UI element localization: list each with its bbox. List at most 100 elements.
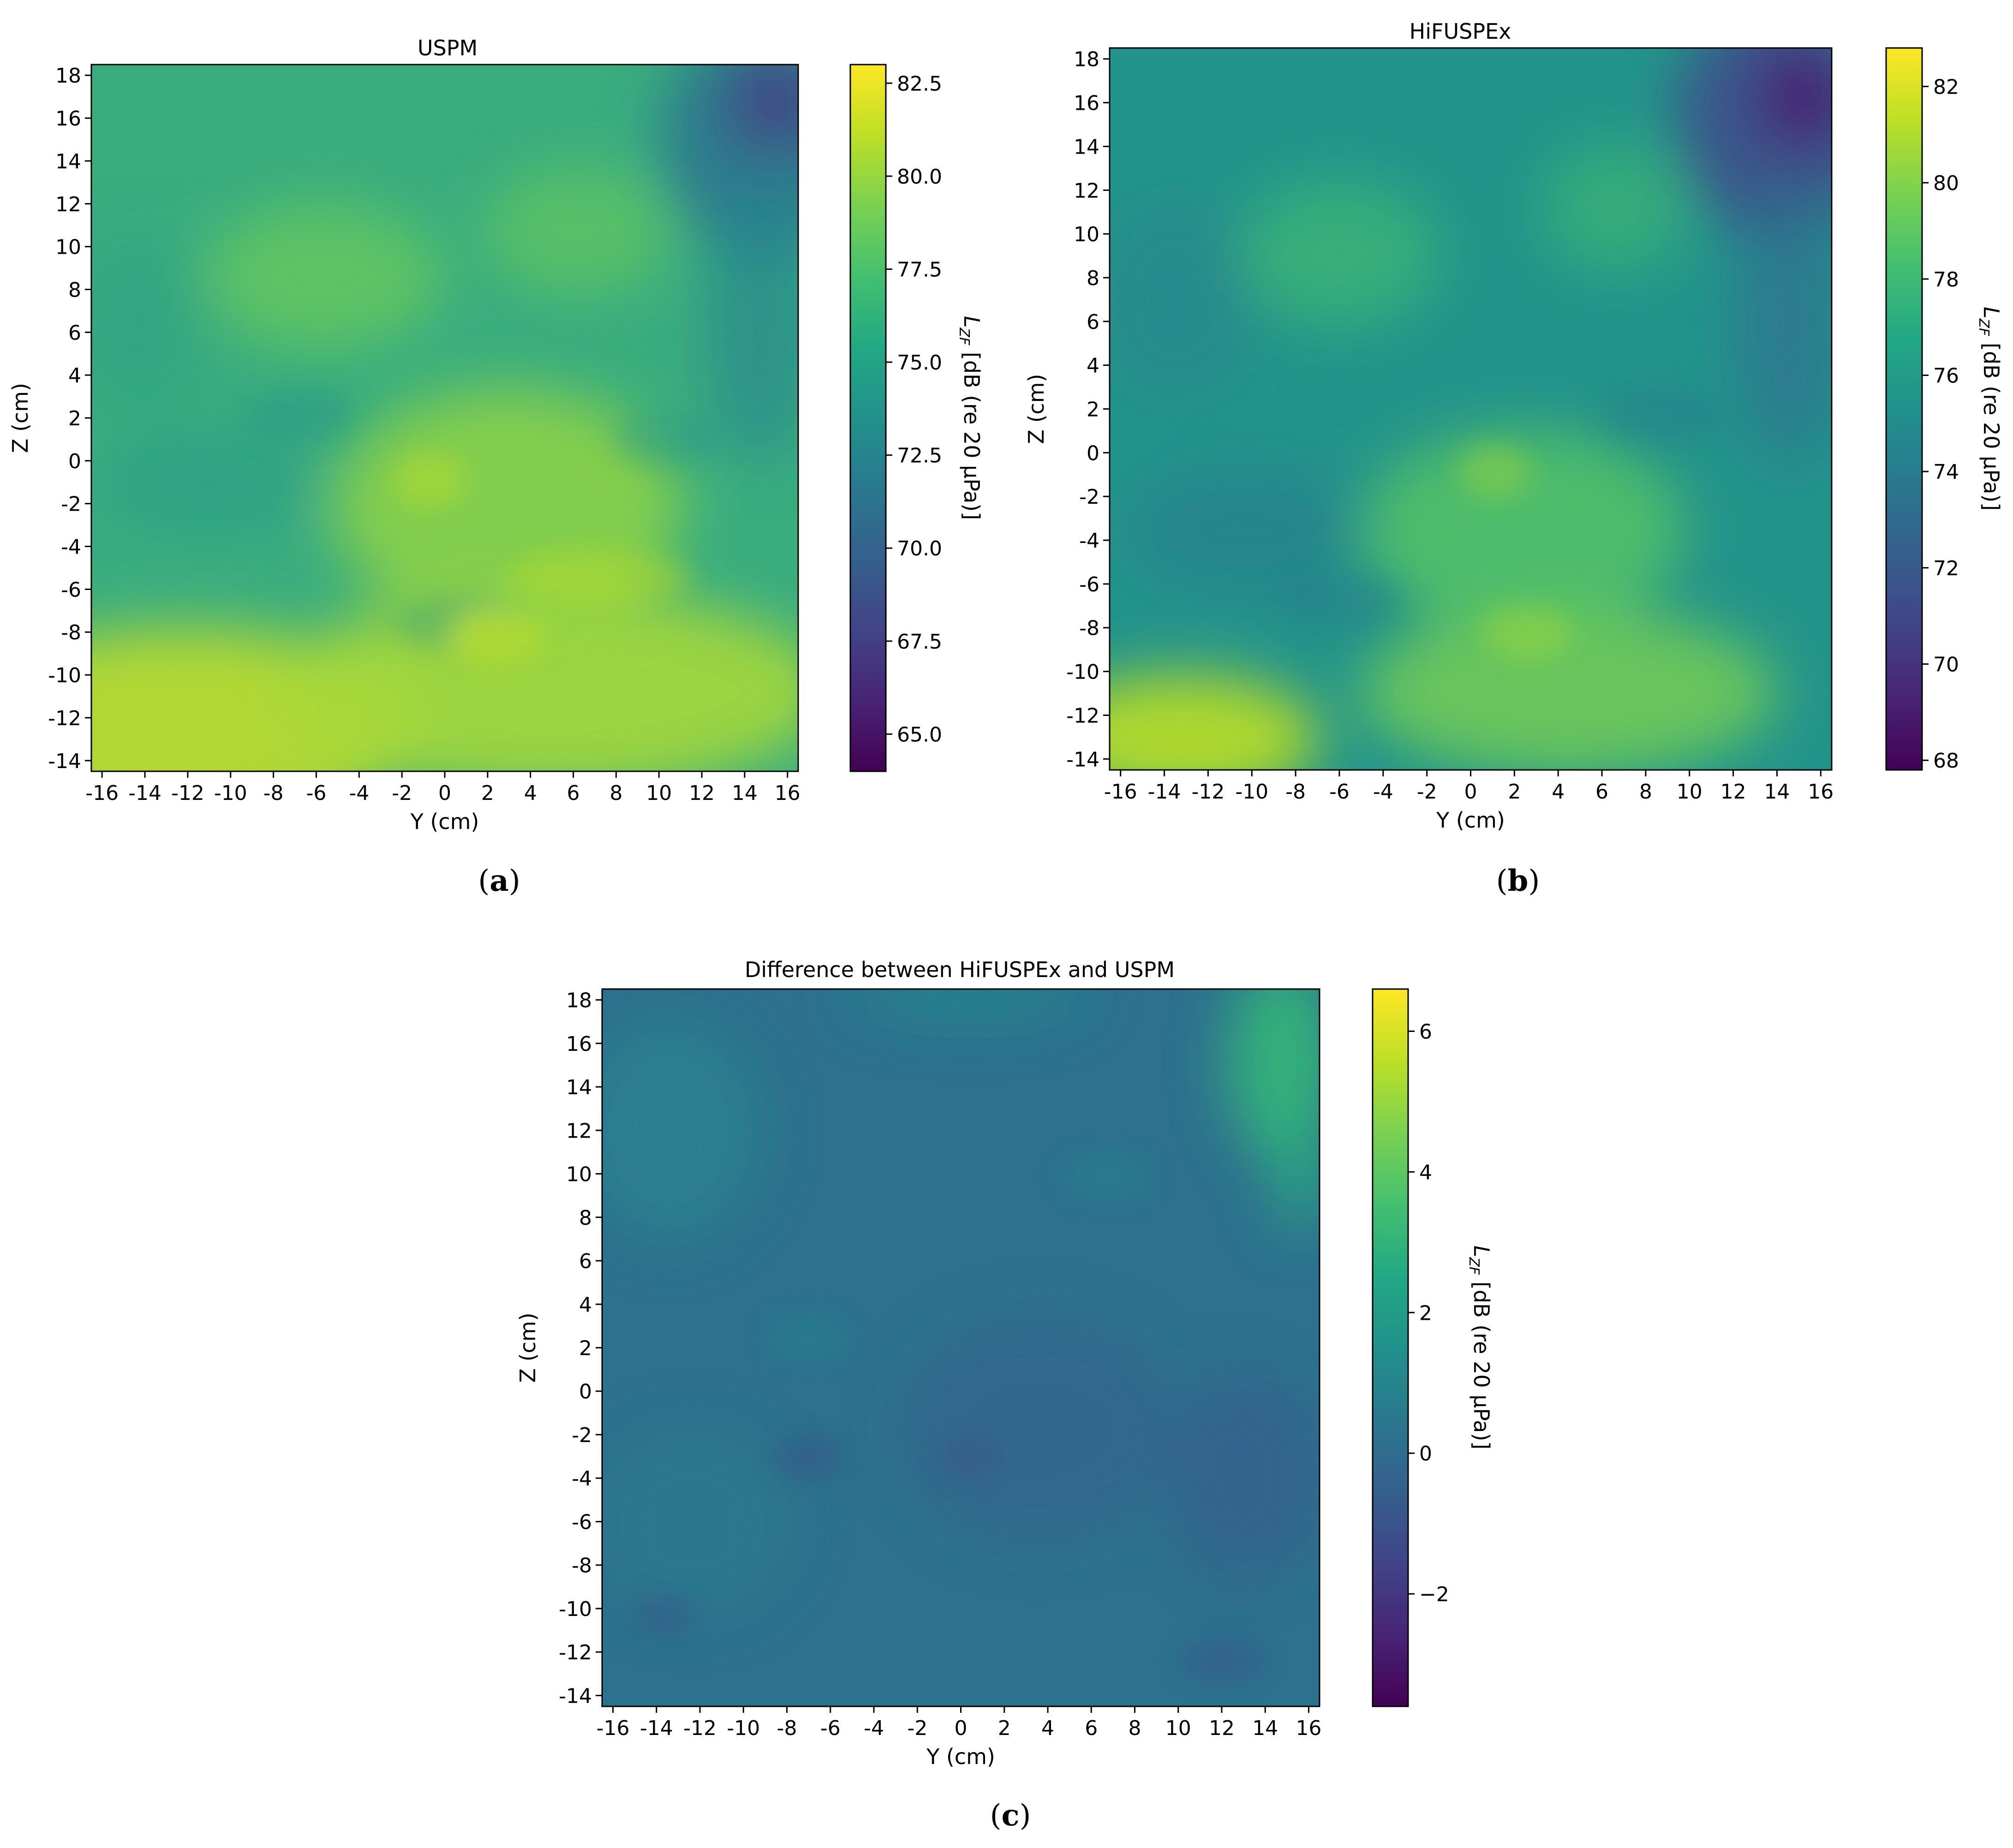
x-tick-label: -16 [85, 781, 119, 805]
colorbar-tick-label: 74 [1933, 460, 1959, 484]
y-tick-label: 4 [1087, 354, 1099, 378]
x-tick-label: 8 [1128, 1717, 1141, 1740]
colorbar-tick-label: 0 [1419, 1442, 1432, 1466]
y-tick-label: 6 [68, 321, 81, 345]
y-tick-label: 14 [55, 150, 81, 173]
colorbar: 65.0 67.5 70.0 72.5 75.0 77.5 80.0 82.5 LZF [dB… [849, 64, 984, 772]
y-tick-label: 0 [1087, 441, 1099, 465]
y-tick-label: 18 [566, 989, 592, 1013]
x-tick-label: -2 [1417, 780, 1437, 804]
x-tick-label: 12 [1720, 780, 1746, 804]
y-tick-label: -8 [1079, 617, 1099, 640]
x-tick-label: 8 [1639, 780, 1652, 804]
x-tick-label: 6 [1595, 780, 1608, 804]
colorbar-tick-label: 6 [1419, 1020, 1432, 1043]
x-tick-label: 16 [1296, 1717, 1321, 1740]
colorbar-tick-label: 82 [1933, 75, 1959, 99]
y-tick-label: 8 [579, 1206, 592, 1230]
y-tick-label: -8 [572, 1554, 592, 1578]
heatmap [601, 988, 1320, 1707]
x-tick-label: 12 [689, 781, 715, 805]
y-tick-label: 14 [1074, 135, 1099, 159]
axes: -16 -14 -12 -10 -8 -6 -4 -2 0 2 4 6 8 10 12 14 16-14-12-… [1024, 48, 1834, 833]
colorbar-tick-label: 80 [1933, 172, 1959, 195]
y-tick-label: 6 [1087, 310, 1099, 334]
colorbar-tick-label: 70 [1933, 653, 1959, 676]
y-tick-label: 12 [566, 1119, 592, 1143]
x-tick-label: 0 [438, 781, 451, 805]
y-tick-label: 8 [1087, 267, 1099, 290]
y-tick-label: -6 [572, 1510, 592, 1534]
y-tick-label: 2 [1087, 398, 1099, 422]
y-tick-label: -14 [48, 750, 81, 773]
x-tick-label: 10 [1677, 780, 1702, 804]
caption-c: (c) [990, 1798, 1031, 1833]
caption-b: (b) [1496, 864, 1540, 898]
x-tick-label: -10 [214, 781, 247, 805]
x-tick-label: -8 [1285, 780, 1306, 804]
colorbar: 68 70 72 74 76 78 80 82 LZF [dB (re 20 µPa)] [1885, 47, 2004, 773]
colorbar-tick-label: 78 [1933, 268, 1959, 292]
y-tick-label: -8 [61, 621, 81, 644]
x-tick-label: -12 [1191, 780, 1225, 804]
panel-difference: Difference between HiFUSPEx and USPM [515, 957, 1494, 1769]
y-tick-label: -10 [559, 1598, 592, 1621]
x-tick-label: -12 [683, 1717, 717, 1740]
y-tick-label: 12 [55, 193, 81, 216]
x-tick-label: -14 [1148, 780, 1181, 804]
y-tick-label: -2 [61, 493, 81, 516]
y-tick-label: 16 [55, 107, 81, 131]
y-tick-label: -2 [1079, 485, 1099, 509]
x-tick-label: -2 [907, 1717, 927, 1740]
x-tick-label: 0 [955, 1717, 968, 1740]
y-tick-label: -14 [1066, 748, 1099, 771]
y-tick-label: -12 [48, 707, 81, 730]
x-tick-label: -8 [777, 1717, 797, 1740]
y-tick-label: -10 [48, 664, 81, 687]
axes: -16 -14 -12 -10 -8 -6 -4 -2 0 2 4 6 8 10 12 14 16-14-12-… [8, 64, 800, 834]
y-tick-label: 16 [566, 1032, 592, 1056]
y-tick-label: -4 [572, 1467, 592, 1490]
y-tick-label: -2 [572, 1424, 592, 1447]
x-tick-label: 10 [1165, 1717, 1191, 1740]
y-tick-label: -6 [1079, 573, 1099, 596]
colorbar-tick-label: −2 [1419, 1583, 1449, 1606]
x-tick-label: -6 [306, 781, 327, 805]
x-tick-label: -14 [128, 781, 161, 805]
colorbar-tick-label: 77.5 [897, 258, 942, 281]
panel-title: USPM [418, 36, 478, 60]
colorbar-tick-label: 4 [1419, 1161, 1432, 1184]
colorbar-tick-label: 76 [1933, 364, 1959, 387]
x-tick-label: -16 [597, 1717, 630, 1740]
x-tick-label: -14 [640, 1717, 673, 1740]
panel-hifuspex: HiFUSPEx [1024, 19, 2004, 833]
y-tick-label: 4 [68, 364, 81, 387]
y-tick-label: -6 [61, 578, 81, 602]
x-tick-label: -2 [392, 781, 412, 805]
y-tick-label: 2 [579, 1337, 592, 1360]
y-tick-label: 18 [1074, 48, 1099, 72]
x-tick-label: 10 [646, 781, 672, 805]
y-axis-label: Z (cm) [8, 383, 33, 453]
colorbar-tick-label: 70.0 [897, 537, 942, 560]
heatmap [1109, 47, 1833, 771]
panel-title: HiFUSPEx [1410, 19, 1511, 44]
panel-uspm: USPM [8, 36, 984, 834]
y-axis-label: Z (cm) [515, 1312, 540, 1383]
x-axis-label: Y (cm) [1436, 808, 1505, 833]
x-tick-label: 4 [524, 781, 537, 805]
x-tick-label: 16 [775, 781, 800, 805]
y-tick-label: 18 [55, 64, 81, 88]
colorbar-label: LZF [dB (re 20 µPa)] [956, 316, 984, 520]
y-tick-label: -4 [1079, 529, 1099, 553]
colorbar-label: LZF [dB (re 20 µPa)] [1466, 1246, 1494, 1449]
y-tick-label: 10 [1074, 223, 1099, 246]
y-axis-label: Z (cm) [1024, 374, 1049, 444]
x-tick-label: 2 [1508, 780, 1521, 804]
x-tick-label: 2 [481, 781, 494, 805]
x-tick-label: 16 [1808, 780, 1834, 804]
y-tick-label: 8 [68, 278, 81, 302]
x-tick-label: 2 [998, 1717, 1011, 1740]
x-tick-label: -10 [727, 1717, 760, 1740]
